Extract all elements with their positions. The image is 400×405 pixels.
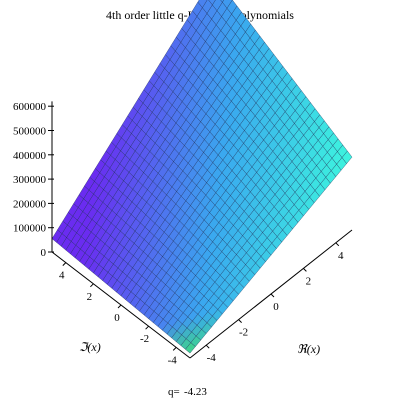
imaginary-tick-label: 2	[87, 291, 93, 303]
imaginary-axis: -4 -2 0 2 4	[51, 251, 191, 366]
real-tick-label: 0	[273, 301, 279, 313]
real-tick-mark	[303, 268, 307, 272]
surface-mesh	[51, 0, 353, 354]
real-tick-mark	[238, 319, 242, 323]
imaginary-tick-mark	[90, 283, 94, 288]
imaginary-tick-label: 4	[59, 270, 65, 282]
real-tick-mark	[205, 344, 210, 349]
z-axis: 0 100000 200000 300000 400000 500000 600000	[13, 101, 54, 259]
z-tick-label: 500000	[13, 126, 47, 138]
imaginary-tick-mark	[62, 262, 67, 266]
imaginary-tick-label: -2	[140, 333, 149, 345]
parameter-value: -4.23	[184, 386, 207, 398]
z-tick-label: 100000	[13, 223, 47, 235]
z-tick-label: 600000	[13, 101, 47, 113]
imaginary-tick-mark	[145, 325, 149, 330]
real-axis-label: ℜ(x)	[297, 342, 320, 356]
surface-patch	[220, 0, 225, 3]
z-tick-label: 300000	[13, 174, 47, 186]
real-tick-label: 2	[306, 275, 312, 287]
real-tick-label: -2	[239, 327, 248, 339]
imaginary-tick-mark	[172, 347, 177, 351]
imaginary-axis-label: ℑ(x)	[79, 340, 101, 354]
imaginary-tick-mark	[117, 304, 122, 309]
parameter-label: q=	[168, 386, 180, 398]
z-tick-label: 0	[41, 247, 47, 259]
real-axis: -4 -2 0 2 4	[189, 229, 353, 364]
real-tick-label: -4	[207, 352, 217, 364]
real-tick-mark	[270, 293, 275, 298]
real-tick-label: 4	[338, 250, 344, 262]
imaginary-tick-label: -4	[168, 354, 178, 366]
real-tick-mark	[335, 242, 340, 247]
imaginary-tick-label: 0	[114, 312, 120, 324]
z-tick-label: 200000	[13, 198, 47, 210]
z-tick-label: 400000	[13, 150, 47, 162]
surface-patch	[185, 342, 196, 354]
